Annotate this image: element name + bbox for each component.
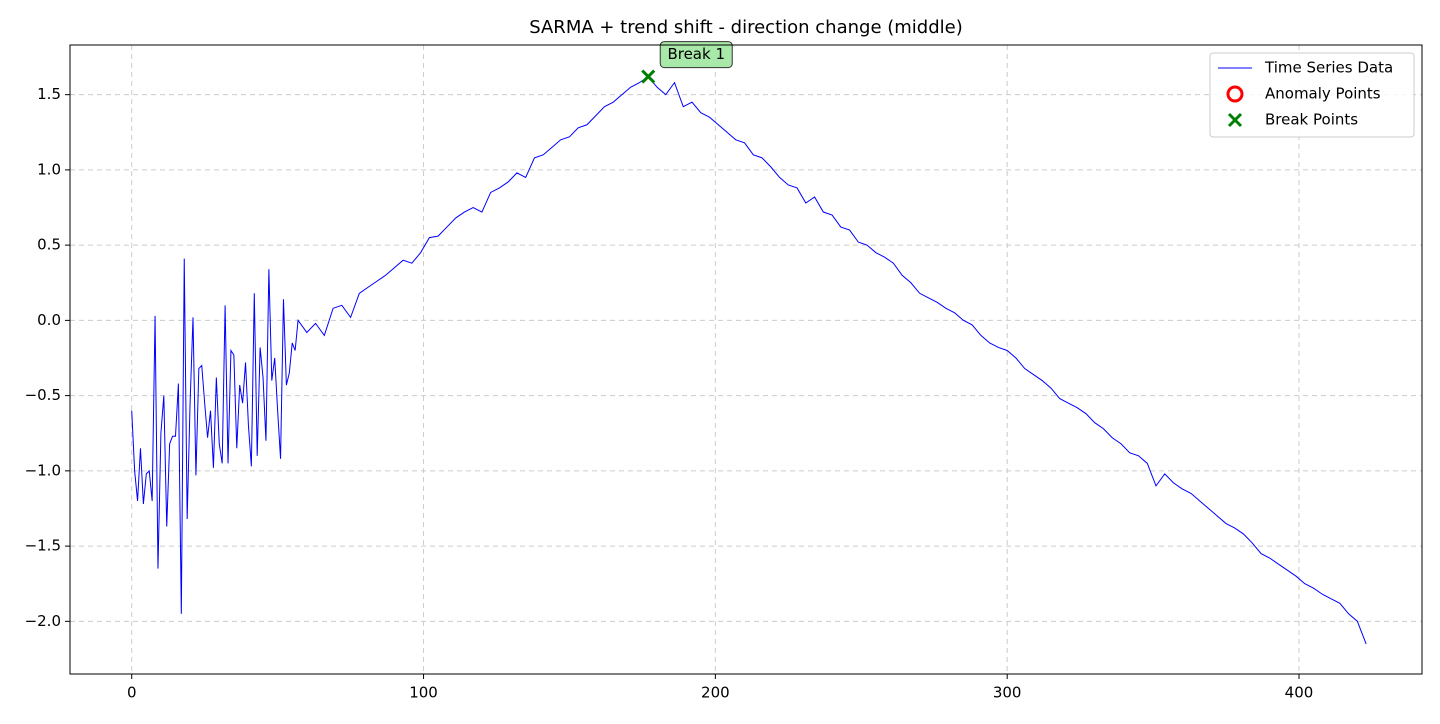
x-tick-label: 100 — [409, 684, 438, 702]
y-tick-label: −1.0 — [25, 461, 61, 479]
y-tick-label: 1.0 — [37, 160, 61, 178]
x-tick-label: 0 — [127, 684, 137, 702]
legend: Time Series Data Anomaly Points Break Poin… — [1209, 52, 1415, 138]
legend-label: Break Points — [1265, 111, 1358, 129]
y-tick-label: −2.0 — [25, 612, 61, 630]
y-tick-label: 1.5 — [37, 85, 61, 103]
x-tick-label: 200 — [701, 684, 730, 702]
break-point — [641, 69, 656, 84]
annotation: Break 1 — [667, 45, 725, 63]
legend-swatch — [1226, 85, 1244, 103]
annotation-box — [659, 41, 733, 69]
y-tick-label: 0.0 — [37, 311, 61, 329]
y-tick-label: −0.5 — [25, 386, 61, 404]
plot-frame — [69, 44, 1423, 675]
y-tick-label: −1.5 — [25, 537, 61, 555]
legend-label: Anomaly Points — [1265, 85, 1381, 103]
legend-swatch — [1227, 112, 1243, 128]
chart-title: SARMA + trend shift - direction change (… — [529, 17, 963, 38]
y-tick-label: 0.5 — [37, 236, 61, 254]
x-tick-label: 400 — [1285, 684, 1314, 702]
data-line — [131, 75, 1367, 645]
legend-box — [1209, 52, 1415, 138]
legend-label: Time Series Data — [1264, 59, 1393, 77]
x-tick-label: 300 — [993, 684, 1022, 702]
